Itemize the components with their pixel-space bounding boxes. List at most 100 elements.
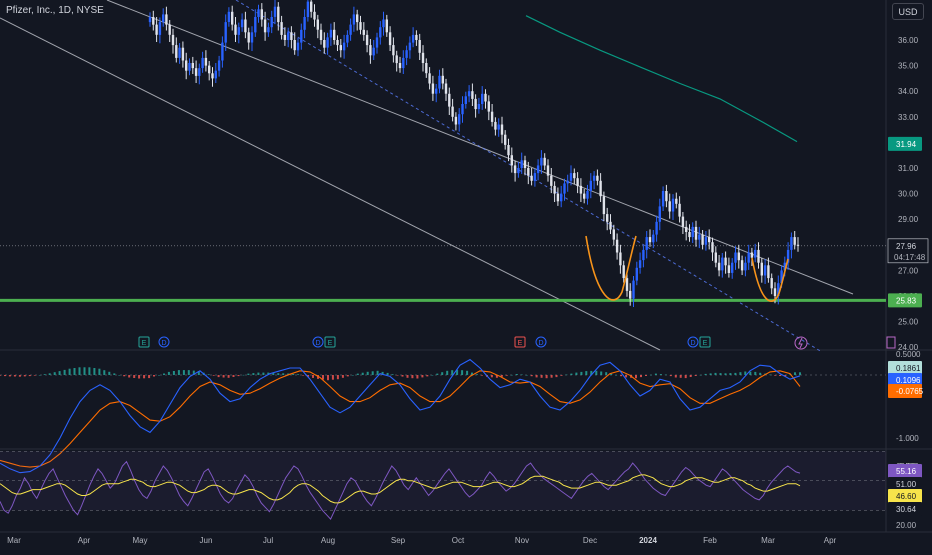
candle-body: [648, 237, 652, 243]
rsi-ma-badge-bg: [888, 489, 922, 503]
macd-histogram-bar: [257, 372, 260, 375]
macd-histogram-bar: [476, 374, 478, 375]
macd-histogram-bar: [187, 370, 190, 375]
candle-body: [346, 34, 349, 43]
macd-histogram-bar: [411, 375, 414, 379]
macd-histogram-bar: [38, 375, 41, 376]
candle-body: [283, 34, 287, 40]
candle-body: [773, 288, 777, 296]
macd-histogram-bar: [510, 374, 513, 376]
last-price-badge: 27.96: [896, 242, 917, 251]
macd-histogram-bar: [158, 375, 160, 376]
candle-body: [770, 278, 773, 289]
macd-histogram-bar: [590, 370, 593, 375]
macd-histogram-bar: [679, 375, 682, 378]
candle-body: [576, 178, 579, 186]
macd-histogram-bar: [784, 375, 787, 377]
candle-body: [717, 262, 721, 271]
macd-histogram-bar: [18, 375, 21, 377]
candle-body: [326, 37, 329, 48]
macd-value-badge-bg: [888, 373, 922, 387]
candle-body: [675, 198, 678, 204]
candle-body: [740, 260, 744, 271]
candle-body: [362, 29, 365, 35]
macd-histogram-bar: [88, 367, 91, 375]
candle-body: [402, 57, 405, 69]
candle-body: [352, 14, 356, 25]
macd-histogram-bar: [674, 375, 677, 378]
macd-histogram-bar: [406, 375, 409, 378]
candle-body: [658, 206, 661, 222]
candle-body: [731, 262, 734, 273]
ma200-value-badge: 31.94: [896, 140, 917, 149]
time-tick-label: Jul: [263, 536, 273, 545]
macd-histogram-bar: [28, 375, 31, 377]
candle-body: [747, 252, 750, 263]
candle-body: [780, 270, 783, 284]
currency-button[interactable]: USD: [892, 3, 924, 20]
candle-body: [507, 145, 510, 156]
candle-body: [504, 134, 507, 145]
cup-pattern-left: [585, 235, 637, 301]
macd-histogram-bar: [530, 375, 533, 377]
candle-body: [247, 32, 250, 43]
macd-histogram-bar: [729, 373, 732, 375]
macd-histogram-bar: [799, 372, 801, 375]
price-tick-label: 33.00: [898, 113, 919, 122]
candle-body: [783, 262, 786, 271]
macd-histogram-bar: [277, 373, 280, 375]
candle-body: [711, 242, 714, 253]
macd-histogram-bar: [689, 375, 692, 377]
candle-body: [599, 180, 602, 197]
macd-histogram-bar: [461, 370, 464, 375]
candle-body: [458, 114, 461, 125]
macd-histogram-bar: [108, 371, 111, 375]
candle-body: [224, 22, 227, 43]
macd-histogram-bar: [376, 370, 379, 375]
candle-body: [165, 14, 168, 25]
candle-body: [316, 19, 319, 30]
candle-body: [678, 203, 681, 217]
candle-body: [556, 193, 560, 202]
macd-histogram-bar: [714, 372, 717, 375]
rsi-ma-badge: 46.60: [896, 492, 917, 501]
macd-histogram-bar: [163, 373, 165, 375]
rsi-low-badge-bg: [888, 502, 922, 516]
candle-body: [523, 160, 527, 168]
candle-body: [592, 175, 596, 181]
candle-body: [296, 42, 300, 51]
macd-signal-badge: -0.0765: [896, 387, 924, 396]
candle-body: [737, 252, 740, 261]
candle-body: [356, 14, 359, 23]
macd-histogram-bar: [68, 368, 71, 375]
macd-histogram-bar: [336, 375, 339, 380]
candle-body: [622, 265, 625, 279]
candle-body: [329, 29, 333, 38]
macd-histogram-bar: [739, 372, 742, 375]
candle-body: [375, 37, 379, 48]
candle-body: [714, 252, 717, 263]
macd-histogram-bar: [197, 371, 200, 375]
price-tick-label: 31.00: [898, 164, 919, 173]
macd-histogram-bar: [247, 373, 250, 375]
rsi-low-badge: 30.64: [896, 505, 917, 514]
candle-body: [418, 40, 421, 53]
macd-histogram-bar: [555, 375, 558, 378]
candle-body: [790, 237, 793, 250]
macd-tick-label: -1.000: [896, 434, 919, 443]
macd-histogram-bar: [148, 375, 151, 379]
candle-body: [796, 244, 800, 246]
ma200-value-badge-bg: [888, 136, 922, 151]
price-tick-label: 29.00: [898, 215, 919, 224]
macd-histogram-bar: [48, 373, 51, 375]
candle-body: [668, 201, 671, 212]
candle-body: [602, 196, 606, 215]
candle-body: [586, 191, 589, 199]
candle-body: [244, 19, 247, 33]
candle-body: [619, 252, 622, 266]
macd-histogram-bar: [649, 374, 652, 376]
macd-histogram-bar: [361, 372, 364, 375]
